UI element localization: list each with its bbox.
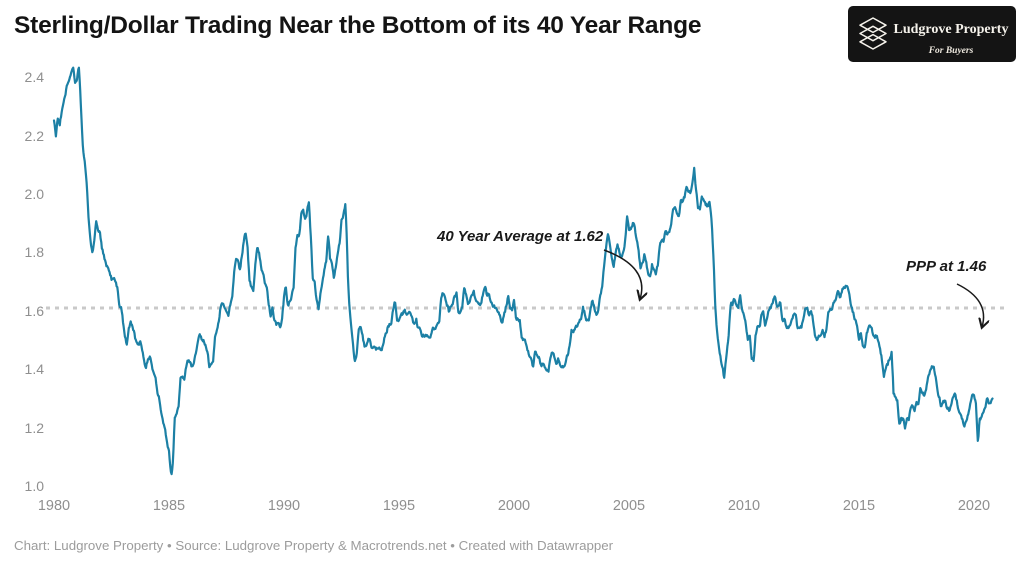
logo-tagline: For Buyers	[928, 46, 974, 56]
x-axis-tick-label: 1995	[382, 498, 416, 514]
annotation-arrow-ppp	[956, 283, 984, 327]
y-axis-tick-label: 1.2	[24, 419, 44, 436]
y-axis-tick-label: 1.0	[24, 477, 44, 494]
gbpusd-line	[52, 66, 994, 476]
x-axis-tick-label: 2010	[727, 498, 761, 514]
annotation-arrow-average	[603, 249, 642, 299]
x-axis-tick-label: 2015	[842, 498, 876, 514]
annotation-average: 40 Year Average at 1.62	[437, 228, 604, 245]
y-axis-tick-label: 1.6	[24, 302, 44, 319]
annotation-ppp: PPP at 1.46	[906, 258, 987, 275]
y-axis-tick-label: 1.4	[24, 361, 44, 378]
logo-name: Ludgrove Property	[893, 22, 1009, 37]
x-axis-tick-label: 2000	[497, 498, 531, 514]
page-title: Sterling/Dollar Trading Near the Bottom …	[14, 12, 702, 39]
y-axis-tick-label: 2.2	[24, 127, 44, 144]
x-axis-tick-label: 1985	[152, 498, 186, 514]
x-axis-tick-label: 1980	[37, 498, 71, 514]
x-axis-tick-label: 2005	[612, 498, 646, 514]
attribution-footer: Chart: Ludgrove Property • Source: Ludgr…	[14, 538, 614, 553]
logo-badge: Ludgrove Property For Buyers	[848, 6, 1016, 62]
y-axis-tick-label: 2.0	[24, 186, 44, 203]
y-axis-tick-label: 1.8	[24, 244, 44, 261]
y-axis-tick-label: 2.4	[24, 69, 44, 86]
x-axis-tick-label: 2020	[957, 498, 991, 514]
layers-stack-icon	[858, 17, 888, 56]
x-axis-tick-label: 1990	[267, 498, 301, 514]
